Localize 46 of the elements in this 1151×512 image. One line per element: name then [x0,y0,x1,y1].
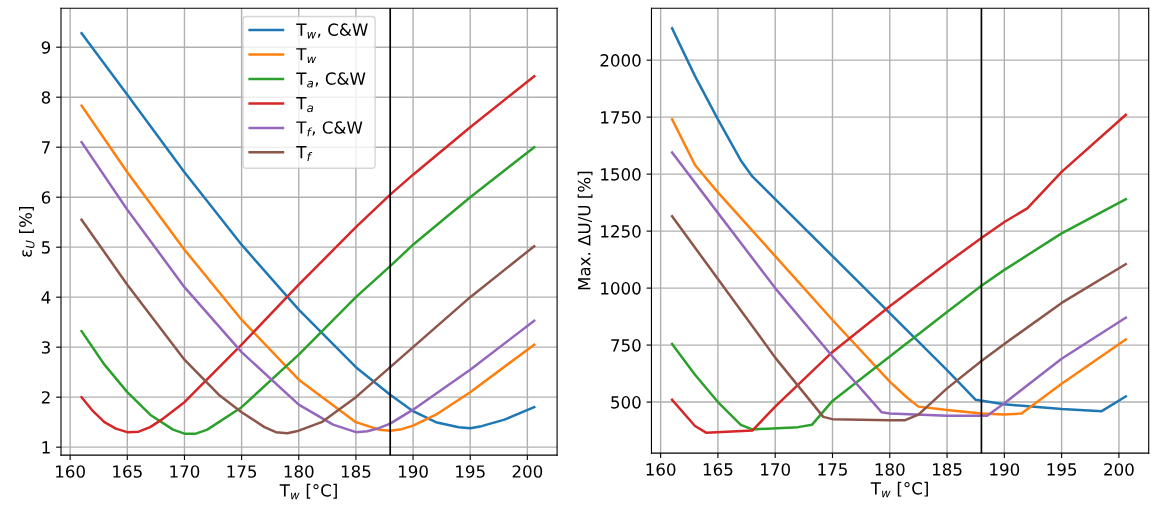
y-tick-label: 9 [41,41,51,54]
y-tick-label: 1 [42,441,50,454]
x-tick-label: 170 [170,465,200,478]
y-tick-label: 1000 [601,282,641,295]
x-tick-label: 160 [646,463,676,476]
x-tick-label: 185 [341,465,371,478]
legend-label: T$_{w}$, C&W [296,23,368,39]
x-tick-label: 190 [990,463,1020,476]
y-tick-label: 8 [41,91,51,104]
x-tick-label: 185 [932,463,962,476]
x-tick-label: 160 [56,465,85,478]
x-tick-label: 175 [818,463,847,476]
y-tick-label: 5 [41,241,50,254]
x-tick-label: 175 [227,465,257,478]
x-axis-title: T$_{w}$ [°C] [870,481,928,498]
legend-label: T$_{f}$ [296,146,313,161]
x-tick-label: 165 [113,465,142,478]
y-tick-label: 7 [42,141,50,154]
y-axis-title: ε$_{U}$ [%] [18,206,35,257]
x-tick-label: 200 [512,465,543,478]
y-tick-label: 1750 [601,111,641,124]
x-axis-title: T$_{w}$ [°C] [279,483,337,500]
y-tick-label: 1500 [601,168,641,181]
line-series [80,218,536,435]
y-axis-title: Max. ΔU/U [%] [577,171,593,290]
y-tick-label: 500 [611,396,641,409]
y-tick-label: 2000 [600,54,641,67]
y-tick-label: 3 [41,341,50,354]
x-tick-label: 180 [875,463,905,476]
x-tick-label: 170 [761,463,790,476]
line-series [670,27,1128,413]
x-tick-label: 195 [456,465,485,478]
x-tick-label: 165 [703,463,733,476]
legend-label: T$_{w}$ [296,48,317,64]
legend-label: T$_{f}$, C&W [296,121,363,137]
y-tick-label: 4 [41,291,51,304]
x-tick-label: 200 [1104,463,1134,476]
y-tick-label: 2 [41,391,50,404]
y-tick-label: 6 [41,191,51,204]
x-tick-label: 180 [284,465,314,478]
x-tick-label: 195 [1047,463,1077,476]
y-tick-label: 750 [611,339,641,352]
x-tick-label: 190 [398,465,428,478]
legend-label: T$_{a}$ [296,97,314,113]
legend-label: T$_{a}$, C&W [296,72,366,88]
y-tick-label: 1250 [601,225,641,238]
